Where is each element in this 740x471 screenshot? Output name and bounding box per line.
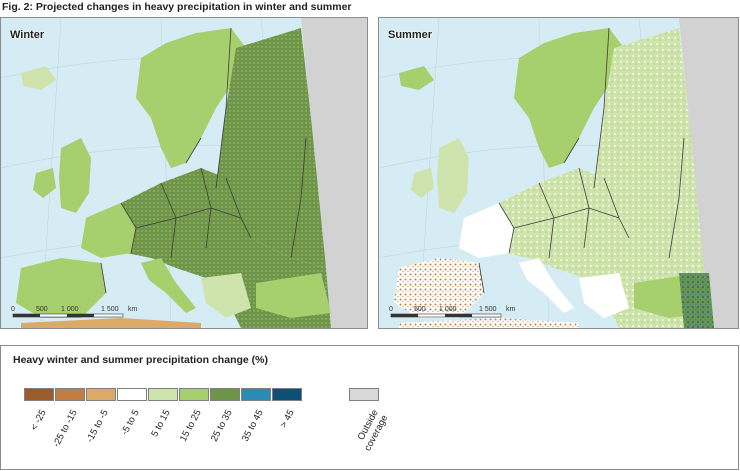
eastern-europe-land [594, 28, 704, 268]
scale-label-0: 0 [389, 306, 393, 313]
legend-swatch [86, 388, 116, 401]
figure-title: Fig. 2: Projected changes in heavy preci… [2, 1, 352, 13]
legend-swatch [210, 388, 240, 401]
scale-label-1000: 1 000 [61, 306, 79, 313]
scale-bar: 0 500 1 000 1 500 km [389, 306, 516, 318]
legend-label-outside-coverage: Outside coverage [355, 408, 391, 453]
scale-label-0: 0 [11, 306, 15, 313]
italy-land [519, 258, 574, 313]
scale-label-1500: 1 500 [479, 306, 497, 313]
north-africa-land [399, 318, 579, 328]
scale-bar: 0 500 1 000 1 500 km [11, 306, 138, 318]
legend-title: Heavy winter and summer precipitation ch… [13, 354, 268, 366]
great-britain-land [59, 138, 91, 213]
legend-swatch-outside-coverage [349, 388, 379, 401]
great-britain-land [437, 138, 469, 213]
north-africa-land [21, 318, 201, 328]
country-borders [100, 27, 307, 294]
summer-map-title: Summer [388, 29, 433, 41]
ireland-land [411, 168, 434, 198]
iberia-land [394, 258, 484, 318]
scale-label-500: 500 [36, 306, 48, 313]
legend-swatch [241, 388, 271, 401]
winter-map: 0 500 1 000 1 500 km [1, 18, 367, 328]
outside-coverage-area [679, 18, 738, 328]
turkey-land [256, 273, 331, 318]
iceland-land [21, 66, 56, 90]
balkans-land [201, 273, 251, 318]
italy-land [141, 258, 196, 313]
ireland-land [33, 168, 56, 198]
legend-swatch [24, 388, 54, 401]
france-land [81, 203, 136, 258]
scale-label-km: km [506, 306, 516, 313]
iceland-land [399, 66, 434, 90]
legend-swatch [179, 388, 209, 401]
eastern-europe-land [216, 28, 326, 268]
balkans-land [579, 273, 629, 318]
scandinavia-land [514, 28, 624, 168]
outside-coverage-area [301, 18, 367, 328]
scale-label-km: km [128, 306, 138, 313]
legend-swatch [117, 388, 147, 401]
legend-label: > 45 [278, 408, 297, 430]
winter-map-panel: 0 500 1 000 1 500 km Winter [0, 17, 368, 329]
france-land [459, 203, 514, 258]
scale-label-1500: 1 500 [101, 306, 119, 313]
legend-swatch [148, 388, 178, 401]
legend-swatch [55, 388, 85, 401]
iberia-land [16, 258, 106, 318]
scale-label-500: 500 [414, 306, 426, 313]
summer-map-panel: 0 500 1 000 1 500 km Summer [378, 17, 739, 329]
country-borders [478, 27, 685, 294]
legend-swatch [272, 388, 302, 401]
summer-map: 0 500 1 000 1 500 km [379, 18, 738, 328]
scandinavia-land [136, 28, 246, 168]
legend: Heavy winter and summer precipitation ch… [0, 345, 739, 470]
winter-map-title: Winter [10, 29, 45, 41]
caucasus-wet-area [679, 273, 714, 328]
scale-label-1000: 1 000 [439, 306, 457, 313]
